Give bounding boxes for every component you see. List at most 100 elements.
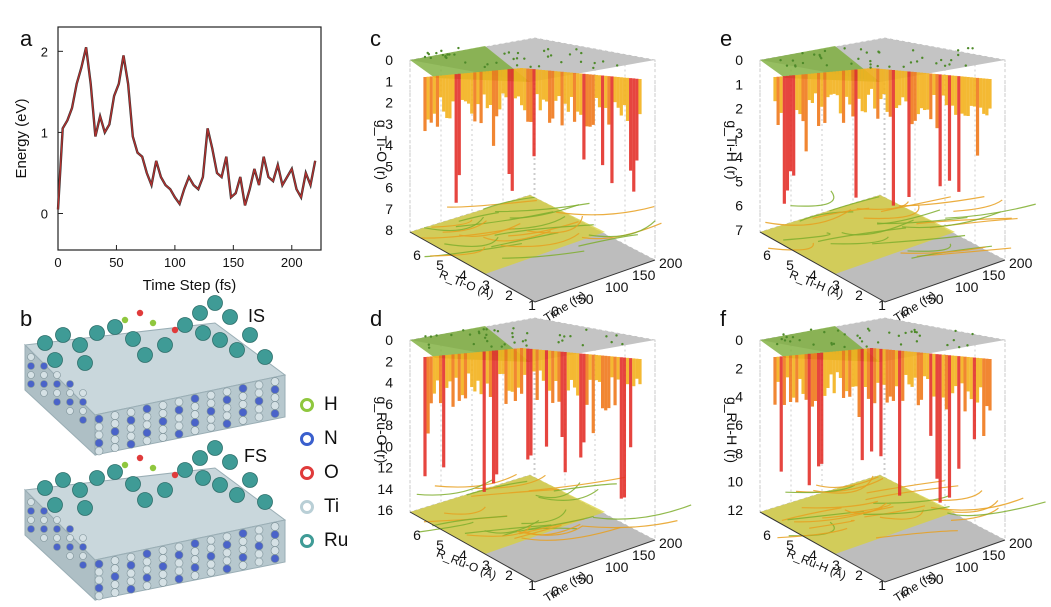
surface-dot (904, 331, 907, 335)
lattice-atom (110, 572, 120, 581)
z-tick-label: 0 (385, 52, 393, 68)
ru-atom (157, 482, 173, 498)
r-tick-label: 4 (459, 267, 467, 283)
lattice-atom (254, 380, 264, 390)
lattice-atom (142, 565, 152, 575)
lattice-atom (174, 397, 184, 407)
surface-dot (435, 51, 438, 55)
r-tick-label: 5 (786, 537, 794, 553)
lattice-atom (190, 555, 200, 564)
surface-dot (869, 66, 872, 69)
floor-trajectory (907, 243, 952, 252)
ru-atom (107, 319, 123, 335)
floor-trajectory (817, 227, 907, 243)
floor-trajectory (525, 523, 581, 536)
lattice-atom (206, 535, 216, 545)
z-tick-label: 7 (735, 222, 743, 238)
lattice-atom (53, 371, 61, 379)
time-tick-label: 50 (578, 571, 594, 587)
lattice-atom (190, 410, 200, 419)
surface-dot (899, 343, 903, 346)
energy-line-shadow (56, 47, 317, 210)
lattice-atom (126, 407, 136, 417)
legend-item-ti: Ti (300, 490, 368, 524)
floor-trajectory (901, 211, 1001, 229)
surface-dot (462, 329, 465, 332)
surface-dot (915, 331, 918, 334)
lattice-atom (270, 522, 280, 531)
floor-trajectory (416, 479, 493, 496)
surface-dot (478, 331, 481, 335)
surface-dot (441, 53, 445, 57)
y-tick-label: 0 (41, 207, 48, 222)
lattice-atom (40, 362, 48, 370)
ru-atom (89, 470, 105, 486)
time-tick-label: 50 (928, 291, 944, 307)
ruthenium-atom-icon (300, 534, 314, 548)
lattice-atom (222, 532, 232, 542)
lattice-atom (27, 525, 35, 533)
ru-atom (207, 295, 223, 311)
lattice-atom (254, 404, 264, 414)
surface-dot (511, 335, 514, 339)
adsorbate-atom (149, 319, 157, 327)
lattice-atom (79, 561, 87, 569)
surface-dot (789, 340, 792, 343)
floor-trajectory (444, 236, 499, 248)
ru-atom (257, 494, 273, 510)
floor-trajectory (483, 230, 551, 242)
surface-dot (957, 345, 961, 349)
floor-trajectory (455, 211, 554, 228)
z-tick-label: 3 (735, 125, 743, 141)
surface-dot (513, 341, 516, 344)
z-tick-label: 6 (385, 396, 393, 412)
surface-dot (493, 329, 496, 332)
surface-dot (486, 63, 489, 66)
surface-dot (546, 55, 550, 58)
lattice-atom (53, 389, 61, 397)
ru-atom (125, 476, 141, 492)
surface-dot (915, 60, 919, 63)
lattice-atom (94, 414, 104, 424)
surface-dot (902, 65, 905, 68)
floor-trajectory (953, 199, 1003, 212)
floor-density (410, 195, 605, 274)
surface-dot (943, 64, 947, 67)
lattice-atom (142, 581, 152, 591)
lattice-atom (222, 548, 232, 558)
floor-trajectory (538, 488, 599, 501)
ru-atom (77, 355, 93, 371)
z-tick-label: 10 (727, 474, 743, 490)
surface-dot (516, 51, 520, 55)
surface-dot (515, 57, 519, 60)
surface-dot (843, 345, 846, 349)
z-tick-label: 4 (735, 149, 743, 165)
z-tick-label: 14 (377, 481, 393, 497)
x-tick-label: 0 (54, 255, 61, 270)
lattice-atom (158, 562, 168, 571)
lattice-atom (238, 408, 248, 417)
lattice-atom (158, 417, 168, 426)
lattice-atom (238, 384, 248, 393)
lattice-atom (222, 419, 232, 429)
floor-trajectory (556, 205, 655, 216)
floor-trajectory (880, 196, 951, 213)
surface-dot (512, 57, 515, 61)
time-tick-label: 0 (551, 583, 559, 599)
surface-dot (446, 53, 449, 56)
x-tick-label: 150 (222, 255, 244, 270)
rdf-surface (760, 318, 1005, 503)
surface-dot (440, 49, 443, 53)
r-tick-label: 2 (505, 567, 513, 583)
floor-trajectory (866, 480, 945, 494)
surface-dot (836, 329, 840, 332)
surface-dot (952, 338, 956, 342)
floor-trajectory (432, 515, 508, 527)
lattice-atom (110, 419, 120, 428)
x-tick-label: 50 (109, 255, 123, 270)
lattice-atom (206, 559, 216, 569)
lattice-atom (238, 561, 248, 570)
time-tick-label: 150 (632, 267, 656, 283)
lattice-atom (254, 388, 264, 398)
surface-dot (809, 328, 813, 331)
